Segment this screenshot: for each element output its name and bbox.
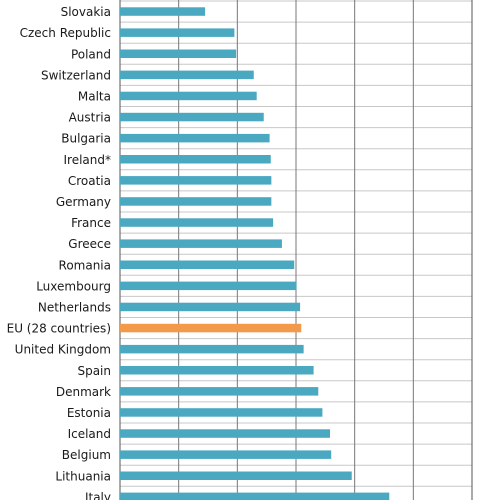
category-label: Italy <box>85 490 111 500</box>
bar <box>120 70 254 80</box>
bar <box>120 366 314 375</box>
bar <box>120 239 282 248</box>
category-label: Croatia <box>68 174 111 188</box>
bar <box>120 112 264 122</box>
category-label: Iceland <box>68 427 111 441</box>
category-label: Greece <box>68 237 111 251</box>
category-label: Netherlands <box>38 300 111 314</box>
bar <box>120 387 319 396</box>
bar <box>120 471 352 480</box>
bar <box>120 197 272 206</box>
category-label: United Kingdom <box>15 343 111 357</box>
bar <box>120 133 270 143</box>
category-label: Denmark <box>56 385 111 399</box>
bar <box>120 408 323 417</box>
category-label: Romania <box>59 258 111 272</box>
category-label: Luxembourg <box>36 279 111 293</box>
bar <box>120 155 271 164</box>
category-label: Lithuania <box>55 469 111 483</box>
bar <box>120 302 301 312</box>
category-label: Switzerland <box>41 68 111 82</box>
category-label: Estonia <box>67 406 111 420</box>
bar <box>120 429 331 438</box>
category-label: France <box>71 216 111 230</box>
category-label: Belgium <box>62 448 111 462</box>
bar <box>120 492 390 500</box>
bar <box>120 344 304 354</box>
bar <box>120 218 274 227</box>
bar <box>120 450 332 459</box>
category-label: Czech Republic <box>20 26 111 40</box>
category-label: Bulgaria <box>61 132 111 146</box>
bars <box>120 7 390 500</box>
bar <box>120 7 206 16</box>
bar-eu-highlight <box>120 323 302 333</box>
category-label: Slovakia <box>61 5 111 19</box>
gridlines <box>119 0 473 500</box>
category-labels: Slovakia Czech Republic Poland Switzerland M… <box>7 5 111 500</box>
bar <box>120 260 295 269</box>
category-label: EU (28 countries) <box>7 322 111 336</box>
category-label: Austria <box>69 111 111 125</box>
bar <box>120 28 235 37</box>
category-label: Malta <box>78 89 111 103</box>
bar <box>120 176 272 185</box>
bar <box>120 49 237 58</box>
category-label: Germany <box>56 195 111 209</box>
bar <box>120 91 257 101</box>
bar <box>120 281 297 291</box>
category-label: Ireland* <box>63 153 111 167</box>
category-label: Poland <box>71 47 111 61</box>
category-label: Spain <box>77 364 111 378</box>
